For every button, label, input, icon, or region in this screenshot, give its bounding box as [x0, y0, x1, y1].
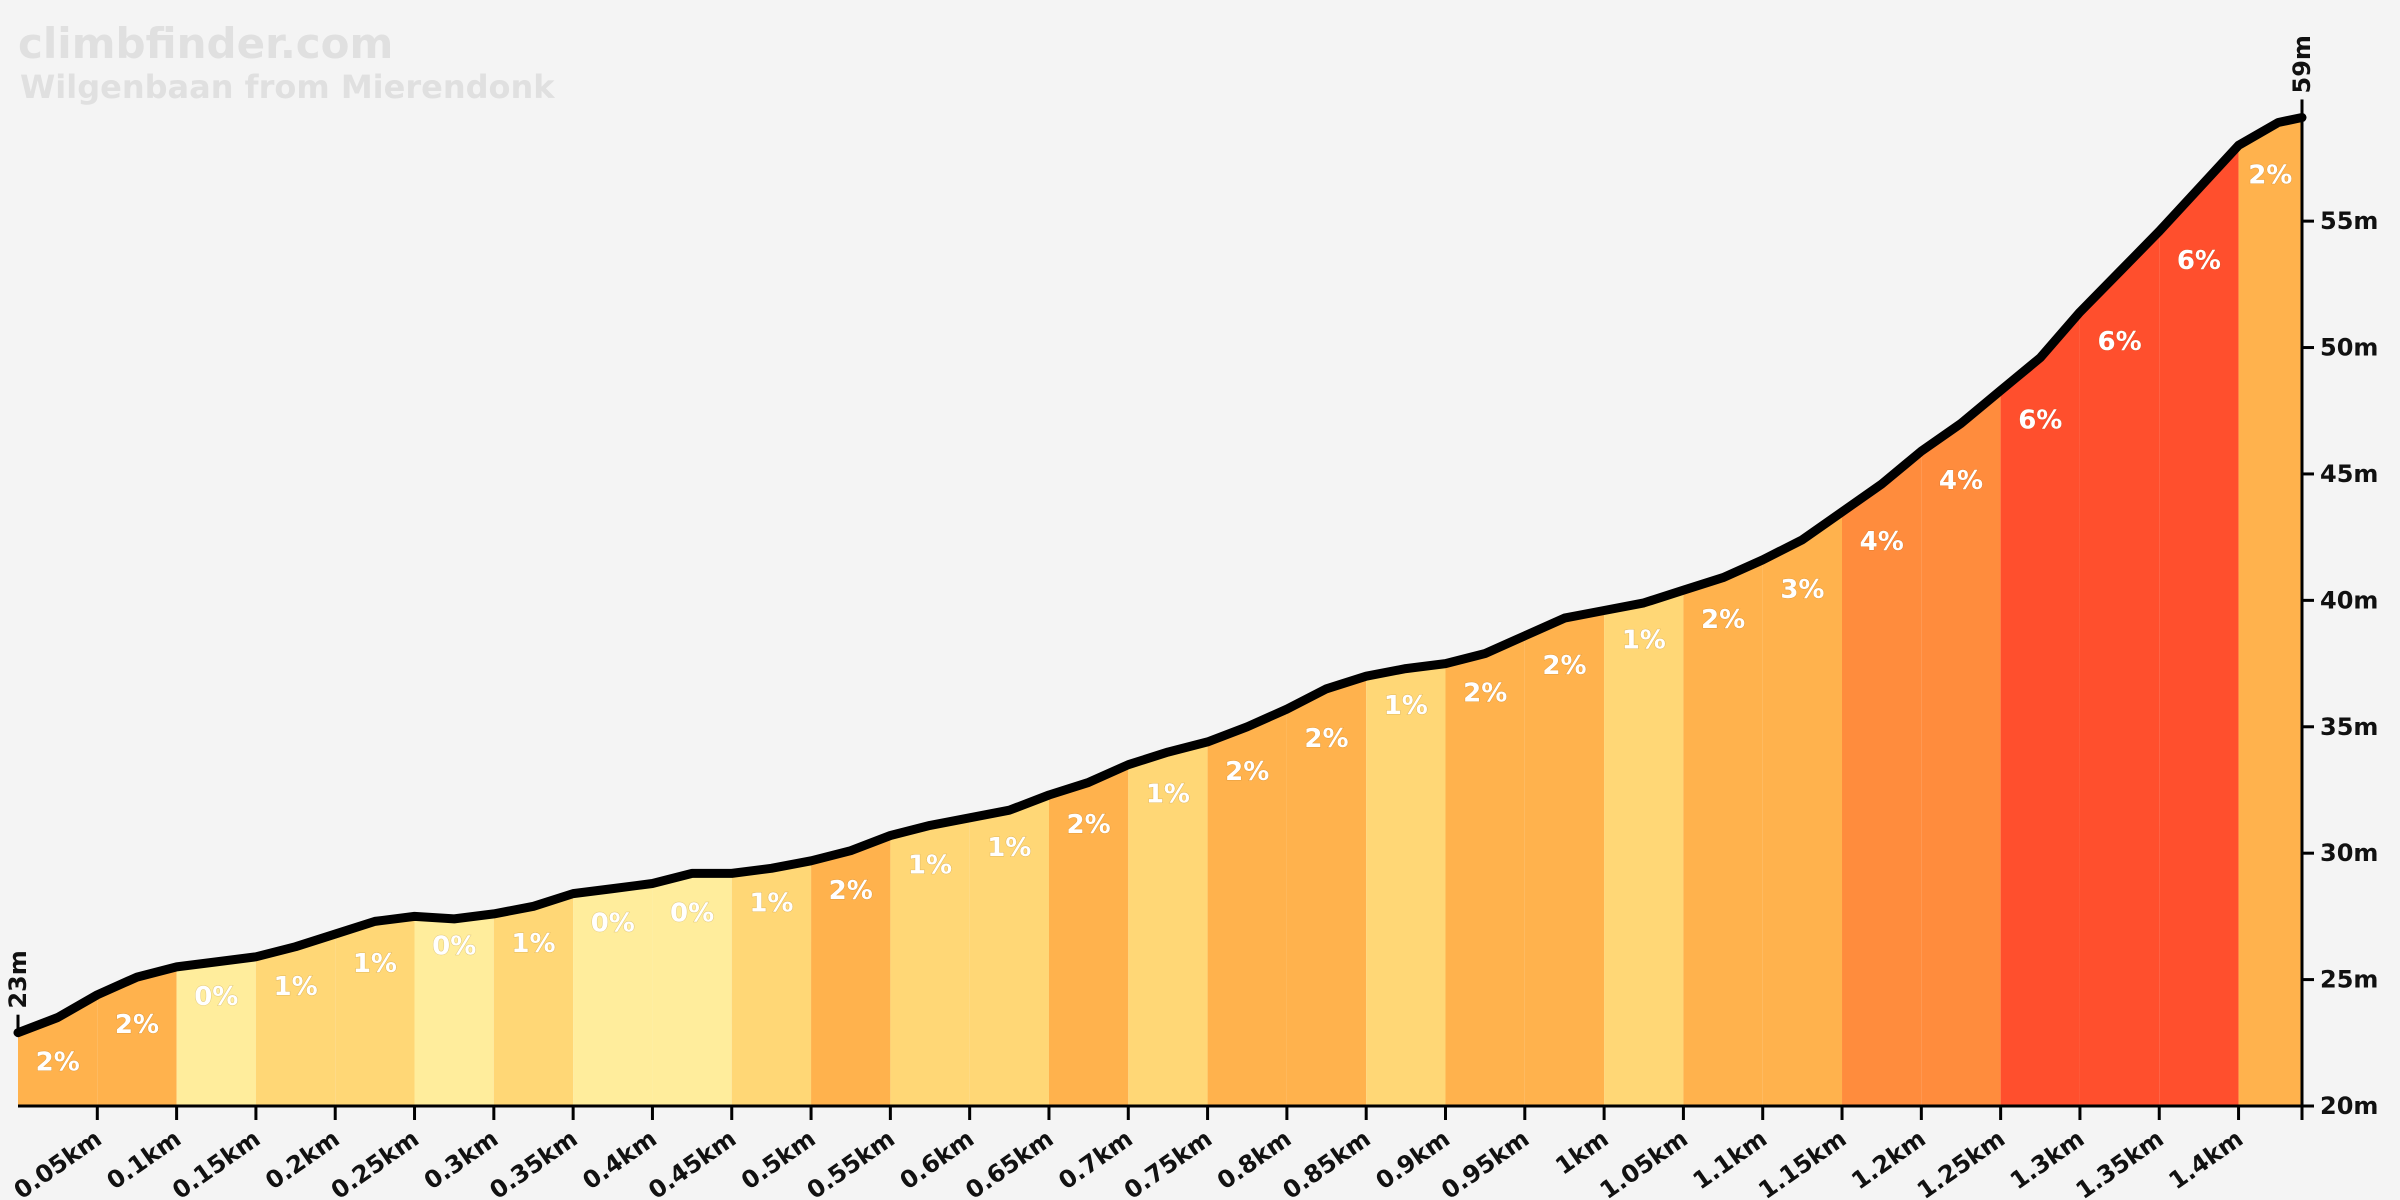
gradient-segment — [1604, 590, 1684, 1106]
profile-line — [13, 113, 2307, 1038]
x-tick-label: 0.75km — [1119, 1124, 1217, 1200]
grade-label: 2% — [1304, 724, 1348, 754]
y-tick-label: 30m — [2320, 839, 2378, 867]
x-tick-label: 0.55km — [802, 1124, 900, 1200]
grade-label: 1% — [274, 972, 318, 1002]
end-elevation-label: 59m — [2288, 35, 2316, 93]
y-tick-label: 55m — [2320, 207, 2378, 235]
gradient-segment — [493, 893, 574, 1106]
grade-label: 1% — [1622, 626, 1666, 656]
gradient-segment — [2238, 117, 2302, 1106]
gradient-segment — [652, 873, 732, 1106]
x-tick-label: 1.05km — [1595, 1124, 1693, 1200]
x-tick-label: 0.85km — [1278, 1124, 1376, 1200]
x-tick-label: 1.35km — [2071, 1124, 2169, 1200]
grade-label: 1% — [749, 888, 793, 918]
grade-label: 2% — [36, 1048, 80, 1078]
x-tick-label: 1.4km — [2164, 1124, 2248, 1195]
grade-label: 0% — [670, 899, 714, 929]
x-tick-label: 0.95km — [1436, 1124, 1534, 1200]
y-tick-label: 25m — [2320, 966, 2378, 994]
gradient-segment — [1524, 610, 1605, 1106]
x-tick-label: 1.25km — [1912, 1124, 2010, 1200]
y-tick-label: 50m — [2320, 334, 2378, 362]
x-tick-label: 0.15km — [167, 1124, 265, 1200]
x-tick-label: 1km — [1550, 1124, 1613, 1180]
gradient-segment — [1842, 451, 1922, 1106]
gradient-segment — [176, 956, 256, 1106]
grade-label: 1% — [353, 949, 397, 979]
start-elevation-label: 23m — [4, 950, 32, 1008]
gradient-segment — [1207, 709, 1287, 1106]
gradient-segment — [1366, 663, 1446, 1106]
gradient-segment — [1286, 676, 1367, 1106]
gradient-segment — [2159, 145, 2239, 1107]
y-tick-label: 40m — [2320, 586, 2378, 614]
x-tick-label: 0.05km — [9, 1124, 107, 1200]
gradient-segment — [414, 913, 494, 1106]
grade-label: 2% — [115, 1010, 159, 1040]
x-tick-label: 0.35km — [485, 1124, 583, 1200]
gradient-segment — [969, 795, 1049, 1106]
x-tick-label: 0.45km — [643, 1124, 741, 1200]
grade-label: 6% — [2177, 246, 2221, 276]
y-axis: 20m 25m 30m 35m 40m 45m 50m 55m 23m 59m — [4, 35, 2378, 1120]
grade-label: 0% — [432, 931, 476, 961]
grade-label: 1% — [1384, 691, 1428, 721]
gradient-segment — [18, 994, 98, 1106]
gradient-segment — [1762, 511, 1843, 1106]
y-tick-label: 20m — [2320, 1092, 2378, 1120]
gradient-segments — [18, 117, 2302, 1107]
grade-label: 4% — [1860, 527, 1904, 557]
x-tick-label: 0.65km — [960, 1124, 1058, 1200]
grade-label: 2% — [1542, 651, 1586, 681]
gradient-segment — [97, 966, 177, 1106]
grade-labels: 2% 2% 0% 1% 1% 0% 1% 0% 0% 1% 2% 1% 1% 2% 1% 2% 2% 1% 2% 2%… — [35, 160, 2293, 1078]
gradient-segment — [731, 860, 812, 1106]
grade-label: 1% — [511, 929, 555, 959]
gradient-segment — [255, 934, 336, 1106]
grade-label: 6% — [2018, 406, 2062, 436]
gradient-segment — [1683, 559, 1763, 1106]
gradient-segment — [1445, 635, 1525, 1106]
grade-label: 1% — [1146, 780, 1190, 810]
grade-label: 0% — [591, 909, 635, 939]
grade-label: 1% — [987, 833, 1031, 863]
grade-label: 0% — [194, 982, 238, 1012]
gradient-segment — [1048, 764, 1129, 1106]
profile-line-group — [13, 113, 2307, 1038]
x-axis: 0.05km0.1km0.15km0.2km0.25km0.3km0.35km0… — [9, 1104, 2304, 1200]
grade-label: 2% — [829, 876, 873, 906]
grade-label: 2% — [1225, 757, 1269, 787]
y-tick-label: 35m — [2320, 713, 2378, 741]
gradient-segment — [811, 835, 891, 1106]
grade-label: 4% — [1939, 466, 1983, 496]
grade-label: 2% — [1701, 605, 1745, 635]
gradient-segment — [1128, 741, 1208, 1106]
gradient-segment — [335, 916, 415, 1106]
x-tick-label: 0.25km — [326, 1124, 424, 1200]
grade-label: 2% — [2248, 160, 2292, 190]
x-tick-label: 1.15km — [1753, 1124, 1851, 1200]
gradient-segment — [2000, 312, 2080, 1107]
grade-label: 2% — [1067, 810, 1111, 840]
gradient-segment — [1921, 390, 2001, 1106]
gradient-segment — [573, 883, 653, 1106]
grade-label: 2% — [1463, 679, 1507, 709]
watermark-climb: Wilgenbaan from Mierendonk — [20, 68, 555, 106]
grade-label: 1% — [908, 851, 952, 881]
gradient-segment — [2079, 231, 2160, 1106]
watermark-site: climbfinder.com — [18, 19, 393, 68]
grade-label: 6% — [2098, 327, 2142, 357]
grade-label: 3% — [1780, 575, 1824, 605]
y-tick-label: 45m — [2320, 460, 2378, 488]
gradient-segment — [890, 817, 970, 1106]
